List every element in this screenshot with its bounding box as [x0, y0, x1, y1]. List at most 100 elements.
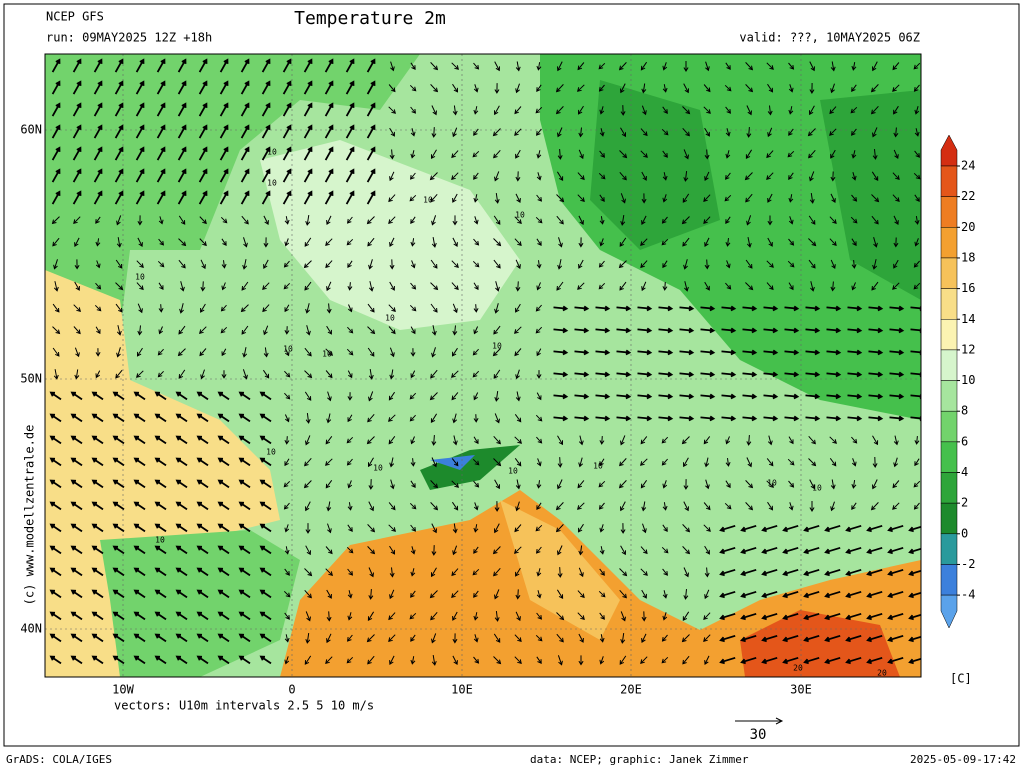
wind-arrow: [410, 62, 416, 71]
wind-arrow: [595, 305, 611, 312]
wind-arrow: [240, 146, 250, 161]
wind-arrow: [429, 172, 438, 181]
wind-arrow: [305, 633, 311, 644]
wind-arrow: [263, 237, 269, 248]
wind-arrow: [347, 260, 353, 269]
wind-arrow: [871, 215, 879, 225]
wind-arrow: [866, 634, 883, 643]
wind-arrow: [599, 238, 605, 247]
wind-arrow: [156, 146, 166, 161]
wind-arrow: [637, 393, 653, 400]
wind-arrow: [70, 611, 83, 621]
wind-arrow: [845, 546, 862, 555]
wind-arrow: [809, 501, 815, 512]
wind-arrow: [389, 457, 395, 468]
wind-arrow: [53, 369, 59, 380]
wind-arrow: [536, 480, 542, 489]
wind-arrow: [52, 237, 60, 247]
wind-arrow: [346, 348, 354, 356]
colorbar-band: [940, 257, 958, 289]
wind-arrow: [240, 304, 249, 313]
wind-arrow: [871, 281, 879, 291]
wind-arrow: [830, 149, 836, 159]
wind-arrow: [868, 371, 884, 378]
wind-arrow: [116, 237, 122, 248]
colorbar-band: [940, 165, 958, 197]
wind-arrow: [808, 435, 816, 445]
wind-arrow: [767, 193, 773, 203]
wind-arrow: [259, 457, 272, 467]
wind-arrow: [326, 611, 332, 622]
wind-arrow: [889, 415, 905, 422]
wind-arrow: [49, 501, 62, 511]
wind-arrow: [558, 237, 563, 248]
wind-arrow: [135, 168, 145, 183]
wind-arrow: [284, 656, 290, 665]
wind-arrow: [156, 58, 166, 73]
wind-arrow: [761, 634, 778, 643]
wind-arrow: [137, 303, 143, 314]
wind-arrow: [910, 305, 921, 312]
wind-arrow: [599, 458, 605, 467]
wind-arrow: [472, 370, 480, 378]
wind-arrow: [177, 168, 187, 183]
wind-arrow: [683, 457, 689, 468]
wind-arrow: [704, 259, 710, 270]
wind-arrow: [389, 655, 395, 665]
wind-arrow: [135, 190, 145, 205]
wind-arrow: [515, 369, 520, 380]
wind-arrow: [514, 128, 522, 136]
wind-arrow: [913, 62, 921, 70]
wind-arrow: [908, 591, 921, 599]
wind-arrow: [196, 611, 209, 621]
wind-arrow: [830, 259, 836, 269]
wind-arrow: [704, 545, 710, 555]
wind-arrow: [809, 479, 815, 490]
wind-arrow: [221, 260, 227, 269]
wind-arrow: [154, 501, 167, 511]
wind-arrow: [745, 282, 754, 291]
colorbar-cap: [940, 134, 958, 167]
wind-arrow: [809, 193, 815, 204]
wind-arrow: [803, 590, 820, 599]
wind-arrow: [494, 193, 500, 204]
wind-arrow: [133, 501, 146, 511]
wind-arrow: [200, 259, 206, 270]
wind-arrow: [620, 83, 626, 94]
wind-arrow: [682, 127, 690, 137]
wind-arrow: [473, 502, 479, 511]
wind-arrow: [91, 391, 104, 401]
wind-arrow: [430, 84, 439, 93]
wind-arrow: [473, 656, 480, 664]
wind-arrow: [767, 105, 773, 116]
wind-arrow: [913, 260, 920, 268]
wind-arrow: [557, 435, 563, 446]
wind-arrow: [284, 326, 290, 335]
wind-arrow: [259, 589, 272, 599]
wind-arrow: [325, 458, 333, 466]
wind-arrow: [112, 457, 125, 467]
colorbar-label: 2: [961, 496, 968, 510]
wind-arrow: [368, 567, 374, 578]
wind-arrow: [850, 128, 857, 136]
wind-arrow: [514, 546, 522, 554]
contour-label: 10: [593, 462, 603, 471]
wind-arrow: [535, 524, 543, 532]
wind-arrow: [472, 568, 480, 576]
wind-arrow: [156, 190, 166, 205]
wind-arrow: [305, 501, 311, 512]
wind-arrow: [93, 146, 103, 161]
wind-arrow: [325, 568, 333, 576]
wind-arrow: [305, 435, 311, 446]
wind-arrow: [51, 80, 61, 95]
wind-arrow: [620, 435, 626, 446]
wind-arrow: [872, 61, 878, 72]
wind-arrow: [830, 193, 836, 203]
wind-arrow: [473, 128, 479, 136]
wind-arrow: [327, 523, 332, 534]
wind-arrow: [156, 168, 166, 183]
wind-arrow: [199, 216, 207, 225]
wind-arrow: [49, 567, 62, 577]
wind-arrow: [599, 568, 605, 576]
